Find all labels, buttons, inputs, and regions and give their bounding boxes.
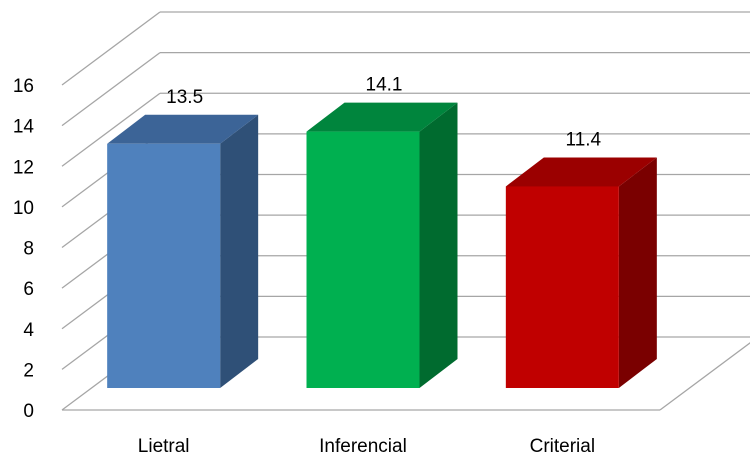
chart-bars: [107, 102, 657, 388]
y-tick-label: 4: [23, 320, 34, 341]
bar-side-face: [220, 114, 259, 388]
floor-right-edge: [659, 342, 750, 411]
bar: [107, 114, 259, 388]
x-category-label: Lietral: [138, 436, 190, 457]
bar-front-face: [107, 143, 221, 388]
bar-value-label: 11.4: [566, 129, 602, 150]
y-tick-label: 6: [23, 279, 34, 300]
bar-top-face: [306, 102, 458, 132]
bar-front-face: [306, 131, 420, 388]
bar-top-face: [505, 157, 657, 187]
bar: [306, 102, 458, 388]
x-category-label: Criterial: [530, 436, 595, 457]
y-tick-label: 16: [13, 76, 34, 97]
bar-value-label: 14.1: [366, 75, 403, 96]
y-tick-label: 10: [13, 198, 34, 219]
bar-value-label: 13.5: [166, 87, 203, 108]
y-tick-label: 12: [13, 157, 34, 178]
y-tick-label: 8: [23, 239, 34, 260]
gridline-side: [61, 11, 161, 86]
y-tick-label: 0: [23, 401, 34, 422]
y-tick-label: 2: [23, 360, 34, 381]
bar-side-face: [618, 157, 657, 388]
bar-top-face: [107, 114, 259, 144]
x-category-label: Inferencial: [319, 436, 407, 457]
bar-front-face: [505, 186, 619, 388]
y-tick-label: 14: [13, 117, 35, 138]
chart-gridlines: [61, 11, 750, 411]
y-axis: 0 2 4 6 8 10 12 14 16: [13, 76, 35, 422]
gridline-side: [61, 52, 161, 127]
chart-labels: 13.5 Lietral 14.1 Inferencial 11.4 Criterial: [138, 75, 602, 457]
bar-side-face: [419, 102, 458, 388]
gridline-side: [61, 92, 161, 167]
bar: [505, 157, 657, 388]
